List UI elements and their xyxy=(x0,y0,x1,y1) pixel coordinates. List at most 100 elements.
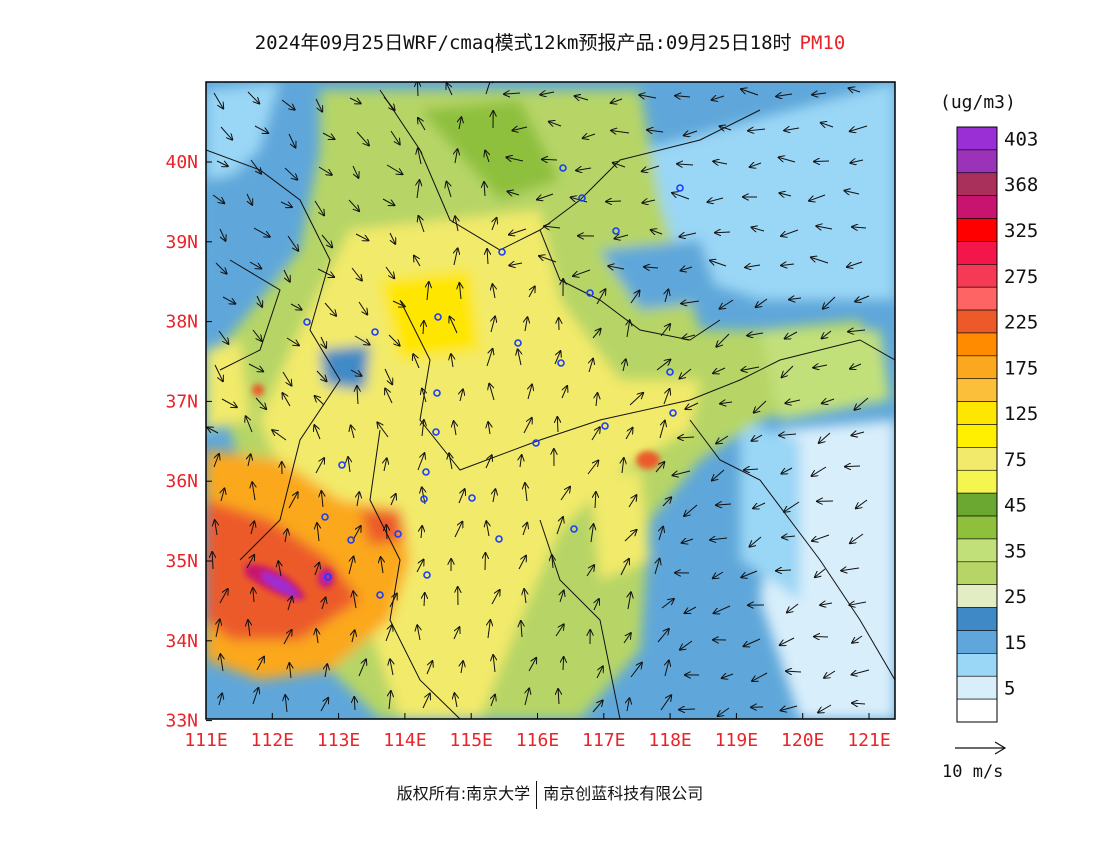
wind-arrow xyxy=(852,635,863,643)
wind-arrow xyxy=(286,337,299,345)
wind-arrow xyxy=(784,128,800,131)
wind-arrow xyxy=(850,160,864,163)
wind-arrow xyxy=(850,533,864,543)
wind-arrow xyxy=(665,289,668,303)
wind-arrow xyxy=(747,333,764,336)
wind-arrow xyxy=(576,168,592,170)
city-marker xyxy=(495,535,503,543)
wind-arrow xyxy=(657,629,669,643)
wind-arrow xyxy=(509,263,523,265)
wind-arrow xyxy=(492,218,497,231)
wind-arrow xyxy=(554,351,560,365)
wind-arrow xyxy=(354,697,355,711)
wind-arrow xyxy=(355,233,368,240)
wind-arrow xyxy=(592,701,603,713)
wind-arrow xyxy=(384,458,387,472)
wind-arrow xyxy=(504,93,521,94)
wind-arrow xyxy=(714,605,731,613)
wind-arrow xyxy=(659,527,663,541)
wind-arrow xyxy=(290,303,302,310)
wind-arrow xyxy=(248,454,251,467)
lon-tick-label: 117E xyxy=(582,730,625,751)
wind-arrow xyxy=(520,455,522,468)
credit-line: 版权所有:南京大学 南京创蓝科技有限公司 xyxy=(0,780,1100,809)
legend-swatch xyxy=(956,469,998,494)
wind-arrow xyxy=(558,689,559,705)
wind-arrow xyxy=(608,266,625,269)
wind-arrow xyxy=(315,98,322,112)
legend-swatch xyxy=(956,149,998,174)
wind-arrow xyxy=(596,289,605,305)
legend-swatch xyxy=(956,264,998,288)
city-marker xyxy=(676,184,684,192)
wind-arrow xyxy=(493,655,495,673)
wind-arrow xyxy=(662,497,671,507)
wind-arrow xyxy=(525,689,529,706)
wind-arrow xyxy=(322,598,326,610)
wind-arrow xyxy=(544,226,561,228)
city-marker xyxy=(420,495,428,503)
legend-swatch xyxy=(956,355,998,380)
wind-arrow xyxy=(539,256,557,263)
wind-arrow xyxy=(813,365,828,368)
wind-arrow xyxy=(283,269,290,282)
wind-arrow xyxy=(353,591,356,609)
wind-arrow xyxy=(744,469,759,470)
wind-arrow xyxy=(681,267,693,271)
lat-tick-label: 35N xyxy=(165,551,198,572)
wind-arrow xyxy=(779,193,792,196)
wind-arrow xyxy=(752,227,765,231)
wind-arrow xyxy=(752,434,763,441)
wind-arrow xyxy=(716,504,732,505)
wind-arrow xyxy=(348,557,354,575)
wind-arrow xyxy=(754,400,767,413)
wind-arrow xyxy=(639,95,657,98)
wind-arrow xyxy=(416,560,424,573)
wind-arrow xyxy=(557,417,558,433)
wind-arrow xyxy=(614,235,629,239)
wind-arrow xyxy=(384,368,392,384)
wind-arrow xyxy=(348,457,350,473)
wind-arrow xyxy=(682,335,696,338)
wind-arrow xyxy=(720,402,733,404)
wind-arrow xyxy=(856,499,868,508)
map-title: 2024年09月25日WRF/cmaq模式12km预报产品:09月25日18时 P… xyxy=(0,28,1100,55)
wind-arrow xyxy=(256,657,264,671)
wind-arrow xyxy=(672,193,690,200)
wind-arrow xyxy=(489,384,495,401)
wind-arrow xyxy=(493,489,495,503)
wind-arrow xyxy=(383,96,395,110)
wind-arrow xyxy=(390,130,400,144)
wind-arrow xyxy=(613,163,626,167)
wind-arrow xyxy=(528,658,536,672)
city-marker xyxy=(468,494,476,502)
wind-arrow xyxy=(587,461,598,475)
wind-arrow xyxy=(623,633,631,644)
wind-arrow xyxy=(248,620,250,637)
wind-arrow xyxy=(660,324,670,337)
wind-arrow xyxy=(318,166,332,175)
wind-arrow xyxy=(549,122,562,126)
legend-label: 325 xyxy=(1004,220,1038,242)
wind-arrow xyxy=(427,282,429,301)
wind-arrow xyxy=(484,182,485,197)
wind-arrow xyxy=(287,235,298,251)
wind-arrow xyxy=(655,559,660,575)
wind-arrow xyxy=(246,555,254,569)
wind-arrow xyxy=(321,336,326,348)
lat-tick-label: 37N xyxy=(165,391,198,412)
wind-arrow xyxy=(249,261,261,269)
wind-arrow xyxy=(248,363,263,371)
wind-arrow xyxy=(215,520,217,536)
wind-arrow xyxy=(680,640,693,650)
wind-arrow xyxy=(250,159,261,174)
wind-arrow xyxy=(253,227,270,237)
wind-arrow xyxy=(780,637,795,645)
legend-swatch xyxy=(956,241,998,265)
wind-arrow xyxy=(454,693,457,708)
lon-tick-label: 121E xyxy=(847,730,890,751)
wind-arrow xyxy=(322,132,334,139)
wind-arrow xyxy=(325,664,327,678)
wind-arrow xyxy=(744,638,761,646)
wind-arrow xyxy=(753,502,766,508)
